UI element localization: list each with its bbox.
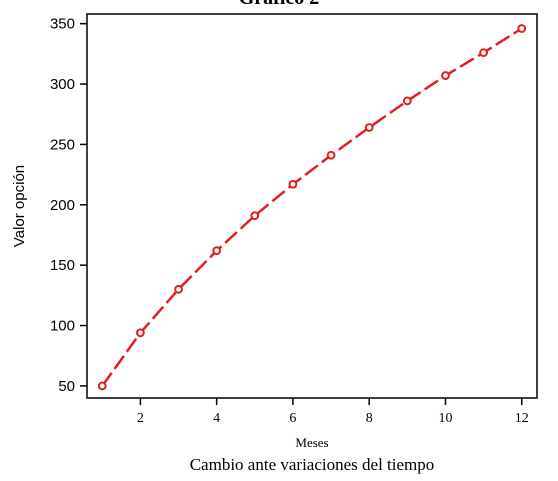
x-axis: 2 4 6 8 10 12 bbox=[137, 398, 529, 426]
x-tick-label: 8 bbox=[366, 411, 373, 426]
data-point bbox=[402, 96, 412, 106]
x-tick-label: 6 bbox=[289, 411, 296, 426]
chart-title: Gráfico 2 bbox=[239, 0, 320, 9]
data-point bbox=[441, 71, 450, 80]
data-point bbox=[364, 123, 374, 132]
x-tick-label: 12 bbox=[515, 411, 529, 426]
data-point bbox=[479, 48, 489, 58]
y-tick-label: 250 bbox=[50, 136, 75, 153]
data-point bbox=[288, 179, 298, 189]
series-line bbox=[101, 27, 523, 387]
y-tick-label: 350 bbox=[50, 16, 75, 33]
chart-caption: Cambio ante variaciones del tiempo bbox=[190, 455, 435, 474]
data-point bbox=[517, 24, 527, 33]
y-tick-label: 150 bbox=[50, 257, 75, 274]
x-tick-label: 10 bbox=[438, 411, 452, 426]
x-tick-label: 4 bbox=[213, 411, 220, 426]
y-tick-label: 100 bbox=[50, 318, 75, 335]
data-point bbox=[326, 150, 336, 160]
data-point bbox=[212, 246, 222, 256]
data-point bbox=[174, 284, 183, 294]
y-axis-label: Valor opción bbox=[11, 165, 28, 247]
y-tick-label: 50 bbox=[58, 378, 75, 395]
series-layer bbox=[97, 24, 527, 391]
plot-frame bbox=[86, 13, 538, 399]
data-point bbox=[250, 211, 260, 221]
y-tick-label: 200 bbox=[50, 197, 75, 214]
y-tick-label: 300 bbox=[50, 76, 75, 93]
x-axis-label: Meses bbox=[295, 435, 328, 450]
data-point bbox=[97, 381, 107, 391]
x-tick-label: 2 bbox=[137, 411, 144, 426]
y-axis: 50 100 150 200 250 300 350 bbox=[50, 16, 87, 395]
data-point bbox=[135, 328, 145, 338]
